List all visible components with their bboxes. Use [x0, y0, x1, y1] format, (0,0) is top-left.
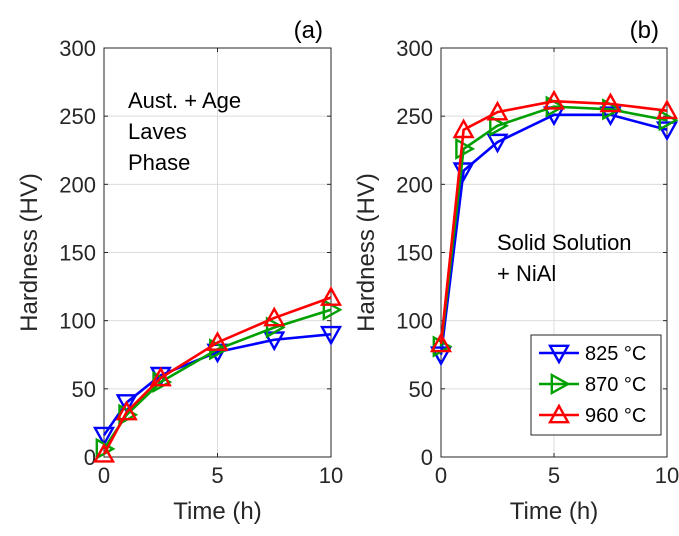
y-tick-label: 50 [72, 377, 96, 402]
y-axis-label: Hardness (HV) [353, 173, 380, 332]
data-point [452, 118, 475, 139]
data-point [115, 400, 138, 421]
annotation-line: Aust. + Age [128, 88, 241, 113]
y-tick-label: 150 [59, 241, 96, 266]
y-tick-label: 300 [396, 36, 433, 61]
series-ff0000 [92, 286, 343, 463]
y-tick-label: 200 [59, 172, 96, 197]
data-point [486, 100, 509, 121]
x-tick-label: 0 [435, 463, 447, 488]
data-point [429, 332, 453, 353]
data-point [319, 325, 343, 346]
annotation-line: Phase [128, 150, 190, 175]
x-tick-label: 5 [548, 463, 560, 488]
axes-box [440, 47, 668, 458]
panel-label: (b) [630, 17, 659, 44]
data-point [455, 137, 476, 160]
annotation-line: + NiAl [497, 261, 556, 286]
series-ff0000 [429, 89, 679, 353]
y-tick-label: 200 [396, 172, 433, 197]
legend-marker [550, 372, 571, 396]
data-point [486, 133, 509, 154]
x-axis-label: Time (h) [173, 498, 261, 525]
series-line [439, 113, 668, 355]
x-tick-label: 10 [319, 463, 343, 488]
data-point [206, 331, 229, 351]
series-line [439, 99, 668, 344]
data-point [263, 306, 286, 327]
panel-label: (a) [294, 17, 323, 44]
y-tick-label: 100 [396, 309, 433, 334]
y-tick-label: 150 [396, 241, 433, 266]
x-tick-label: 0 [98, 463, 110, 488]
y-tick-label: 250 [396, 104, 433, 129]
axes-box [103, 47, 332, 458]
data-point [658, 109, 679, 132]
x-axis-label: Time (h) [510, 498, 598, 525]
data-point [655, 99, 679, 120]
data-point [92, 426, 116, 447]
data-point [599, 92, 622, 113]
data-point [115, 394, 138, 414]
x-tick-label: 5 [211, 463, 223, 488]
legend-marker [547, 344, 571, 365]
y-tick-label: 50 [409, 377, 433, 402]
y-tick-label: 0 [421, 445, 433, 470]
y-tick-label: 250 [59, 104, 96, 129]
data-point [429, 346, 453, 367]
y-tick-label: 300 [59, 36, 96, 61]
data-point [542, 89, 566, 110]
annotation-line: Laves [128, 119, 187, 144]
data-point [92, 442, 116, 463]
legend-label: 960 °C [585, 405, 646, 427]
legend-marker [547, 403, 571, 424]
data-point [149, 366, 172, 387]
data-point [655, 121, 679, 142]
data-point [319, 286, 343, 306]
y-axis-label: Hardness (HV) [16, 173, 43, 332]
legend-label: 870 °C [585, 374, 646, 396]
annotation-line: Solid Solution [497, 230, 632, 255]
data-point [265, 316, 286, 339]
x-tick-label: 10 [655, 463, 679, 488]
data-point [489, 114, 509, 137]
legend: 825 °C 870 °C 960 °C [530, 334, 662, 436]
legend-label: 825 °C [585, 343, 646, 365]
y-tick-label: 0 [84, 445, 96, 470]
y-tick-label: 100 [59, 309, 96, 334]
